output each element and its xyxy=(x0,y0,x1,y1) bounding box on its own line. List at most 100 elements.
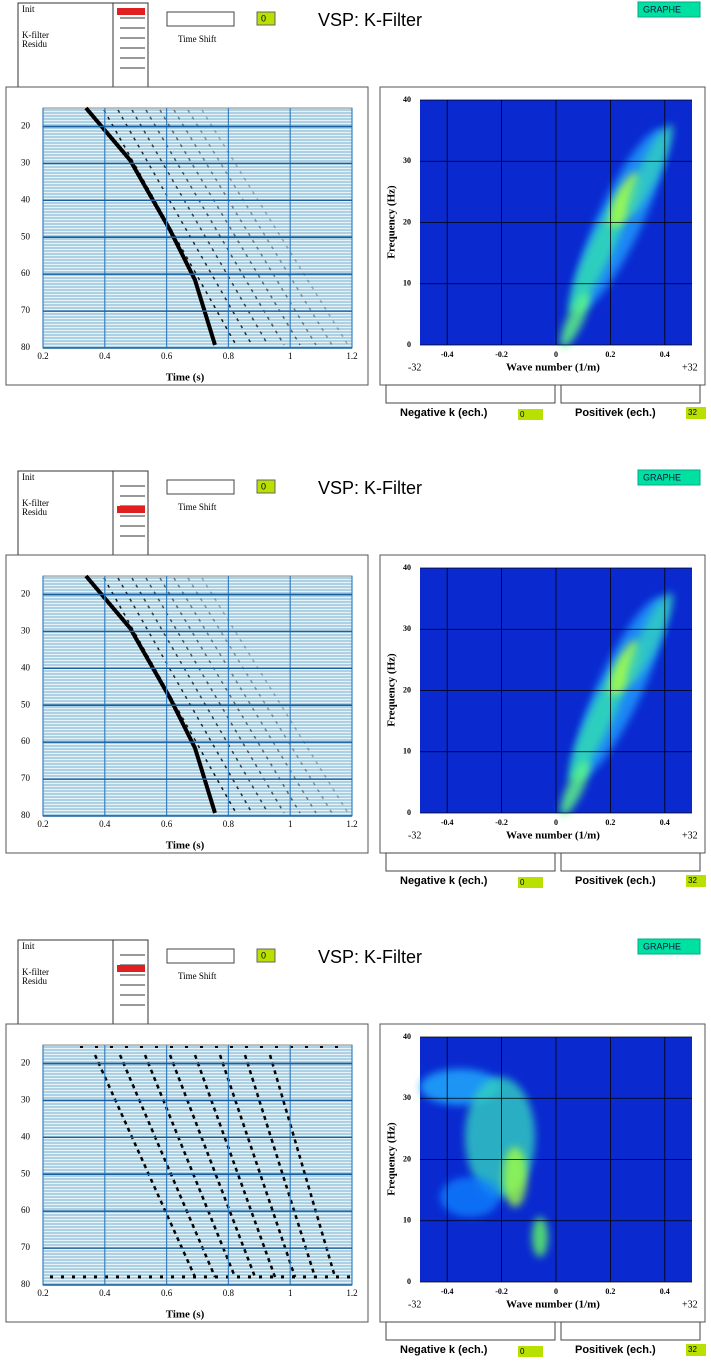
x-tick-label: 0.4 xyxy=(99,351,111,361)
time-shift-input[interactable] xyxy=(166,11,235,27)
negative-k-label: Negative k (ech.) xyxy=(400,875,488,887)
x-tick-label: 0 xyxy=(554,1287,558,1296)
positive-k-input[interactable] xyxy=(560,384,701,404)
time-shift-input[interactable] xyxy=(166,948,235,964)
time-shift-input[interactable] xyxy=(166,479,235,495)
wavelet xyxy=(218,1054,297,1278)
x-tick-label: 0.6 xyxy=(161,1288,173,1298)
value-box xyxy=(518,409,543,420)
x-tick-label: 0.6 xyxy=(161,351,173,361)
x-axis-label: Time (s) xyxy=(166,1309,205,1321)
spectrum-energy xyxy=(532,1217,548,1257)
y-tick-label: 20 xyxy=(21,121,31,131)
x-tick-label: -0.4 xyxy=(441,350,454,359)
menu-item[interactable]: K-filter xyxy=(22,30,49,40)
x-tick-label: 0.2 xyxy=(37,351,48,361)
graphe-button[interactable] xyxy=(637,1,701,18)
wavelet xyxy=(201,109,349,346)
positive-k-label: Positivek (ech.) xyxy=(575,1344,656,1356)
negative-k-input[interactable] xyxy=(385,384,556,404)
wavelet xyxy=(187,577,333,814)
wavelet xyxy=(103,577,237,814)
graphe-button[interactable] xyxy=(637,938,701,955)
graphe-label[interactable]: GRAPHE xyxy=(643,941,681,951)
y-tick-label: 80 xyxy=(21,810,31,820)
x-axis-label: Wave number (1/m) xyxy=(506,362,600,374)
x-tick-label: -0.4 xyxy=(441,1287,454,1296)
value-box xyxy=(256,479,276,494)
wavelet xyxy=(187,109,333,346)
menu-selection xyxy=(117,506,145,513)
k-end-label: -32 xyxy=(408,362,421,373)
positive-k-label: Positivek (ech.) xyxy=(575,407,656,419)
y-tick-label: 60 xyxy=(21,1205,31,1215)
value-box xyxy=(686,1344,706,1356)
spectrum-energy xyxy=(560,760,590,816)
y-tick-label: 60 xyxy=(21,736,31,746)
graphe-button[interactable] xyxy=(637,469,701,486)
y-tick-label: 80 xyxy=(21,342,31,352)
x-tick-label: 0.8 xyxy=(223,1288,235,1298)
menu-item[interactable]: Residu xyxy=(22,976,48,986)
value-box xyxy=(518,877,543,888)
wavelet xyxy=(93,1054,197,1278)
y-axis-label: Frequency (Hz) xyxy=(386,185,398,259)
seismic-area xyxy=(42,575,353,817)
y-tick-label: 50 xyxy=(21,699,31,709)
positive-k-input[interactable] xyxy=(560,852,701,872)
x-tick-label: -0.2 xyxy=(495,818,508,827)
x-tick-label: 0.8 xyxy=(223,819,235,829)
positive-k-input[interactable] xyxy=(560,1321,701,1341)
menu-item[interactable]: Residu xyxy=(22,507,48,517)
value-box xyxy=(686,407,706,419)
menu-item[interactable]: K-filter xyxy=(22,498,49,508)
positive-k-label: Positivek (ech.) xyxy=(575,875,656,887)
time-shift-value: 0 xyxy=(261,950,266,960)
menu-item[interactable]: Init xyxy=(22,4,35,14)
x-tick-label: 0.8 xyxy=(223,351,235,361)
y-axis-label: Frequency (Hz) xyxy=(386,653,398,727)
y-tick-label: 60 xyxy=(21,268,31,278)
y-tick-label: 10 xyxy=(403,279,411,288)
y-tick-label: 30 xyxy=(21,157,31,167)
menu-item[interactable]: K-filter xyxy=(22,967,49,977)
x-tick-label: 1 xyxy=(288,1288,293,1298)
x-tick-label: 0.4 xyxy=(660,350,670,359)
menu-box xyxy=(17,2,149,89)
time-shift-label: Time Shift xyxy=(178,502,217,512)
negative-k-input[interactable] xyxy=(385,1321,556,1341)
y-tick-label: 40 xyxy=(21,662,31,672)
x-axis-label: Wave number (1/m) xyxy=(506,830,600,842)
graphe-label[interactable]: GRAPHE xyxy=(643,472,681,482)
y-tick-label: 40 xyxy=(21,1131,31,1141)
y-axis-label: Frequency (Hz) xyxy=(386,1122,398,1196)
menu-selection xyxy=(117,8,145,15)
menu-item[interactable]: Init xyxy=(22,472,35,482)
x-tick-label: -0.4 xyxy=(441,818,454,827)
wavelet xyxy=(243,1054,317,1278)
menu-item[interactable]: Residu xyxy=(22,39,48,49)
menu-selection xyxy=(117,965,145,972)
wavelet xyxy=(131,577,269,814)
graphe-label[interactable]: GRAPHE xyxy=(643,4,681,14)
negative-k-input[interactable] xyxy=(385,852,556,872)
menu-item[interactable]: Init xyxy=(22,941,35,951)
wavelet xyxy=(159,577,301,814)
y-tick-label: 30 xyxy=(403,1093,411,1102)
title: VSP: K-Filter xyxy=(318,478,422,498)
y-tick-label: 10 xyxy=(403,1216,411,1225)
negative-k-label: Negative k (ech.) xyxy=(400,1344,488,1356)
wavelet xyxy=(117,109,253,346)
time-shift-value: 0 xyxy=(261,481,266,491)
x-tick-label: 0.4 xyxy=(99,819,111,829)
x-tick-label: -0.2 xyxy=(495,350,508,359)
k-end-label: -32 xyxy=(408,830,421,841)
wavelet xyxy=(173,577,317,814)
title: VSP: K-Filter xyxy=(318,10,422,30)
time-shift-value: 0 xyxy=(261,13,266,23)
